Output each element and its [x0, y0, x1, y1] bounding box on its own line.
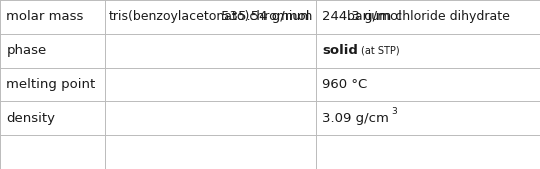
Text: 3.09 g/cm: 3.09 g/cm	[322, 112, 389, 125]
Text: molar mass: molar mass	[6, 10, 84, 23]
Text: 244.3 g/mol: 244.3 g/mol	[322, 10, 402, 23]
Text: density: density	[6, 112, 56, 125]
Text: tris(benzoylacetonato)chromium: tris(benzoylacetonato)chromium	[109, 10, 313, 23]
Text: 3: 3	[391, 107, 396, 116]
Text: (at STP): (at STP)	[361, 46, 400, 56]
Text: barium chloride dihydrate: barium chloride dihydrate	[347, 10, 509, 23]
Text: 535.54 g/mol: 535.54 g/mol	[221, 10, 309, 23]
Text: melting point: melting point	[6, 78, 96, 91]
Text: phase: phase	[6, 44, 47, 57]
Text: solid: solid	[322, 44, 358, 57]
Text: 960 °C: 960 °C	[322, 78, 368, 91]
